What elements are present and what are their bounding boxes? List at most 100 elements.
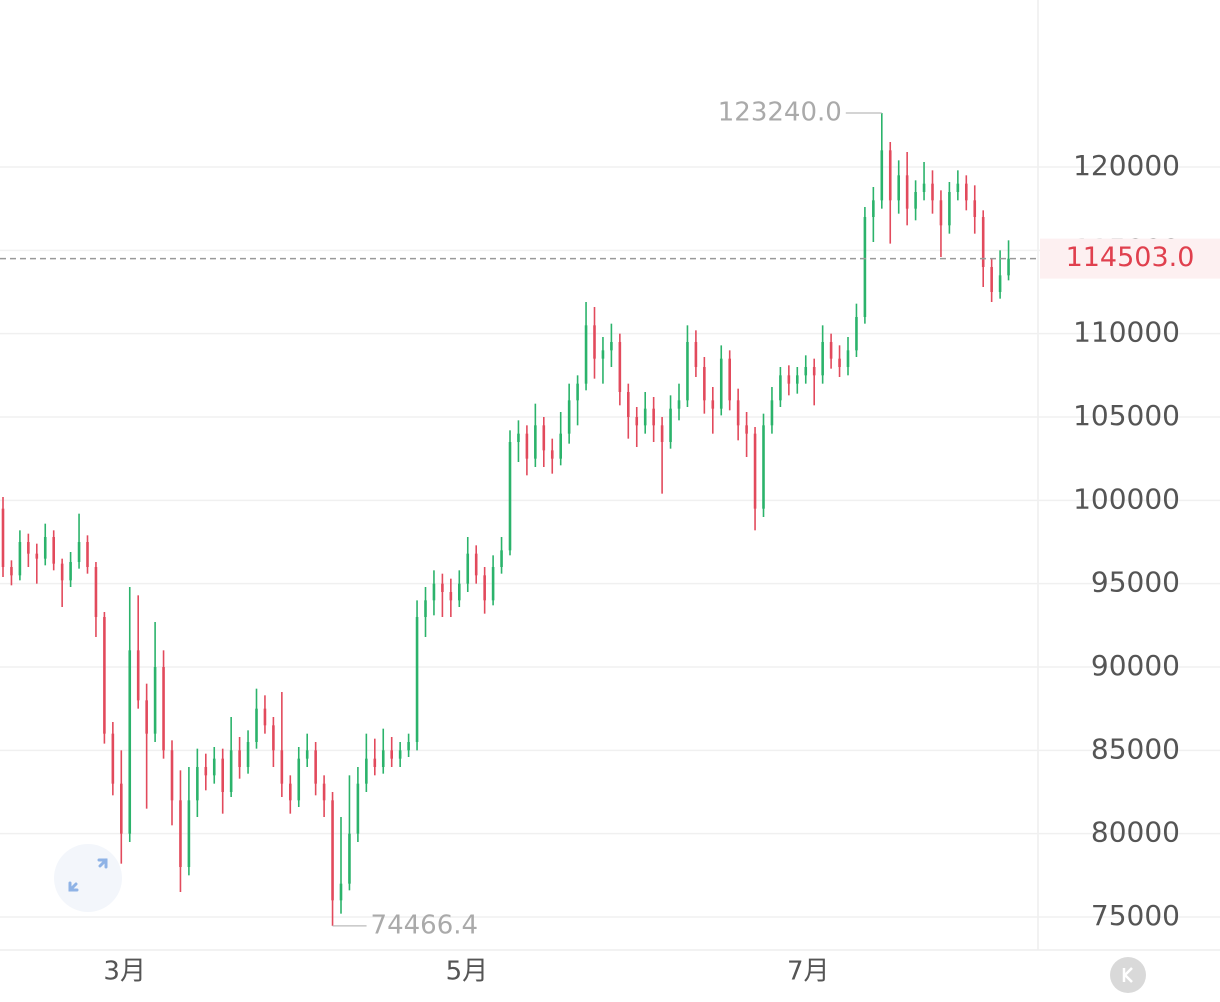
y-tick-label: 75000	[1091, 899, 1180, 932]
candle-body	[10, 567, 13, 576]
candle-body	[770, 400, 774, 426]
y-tick-label: 95000	[1091, 566, 1180, 599]
candle-body	[94, 567, 98, 617]
candle-body	[593, 325, 596, 359]
x-tick-label: 3月	[103, 957, 146, 987]
candle-body	[601, 350, 605, 359]
candle-body	[719, 358, 723, 409]
candle-body	[35, 553, 39, 559]
candle-body	[398, 750, 402, 759]
candle-body	[263, 708, 267, 726]
candle-body	[136, 650, 140, 701]
candle-body	[255, 708, 258, 742]
candle-body	[322, 783, 326, 801]
candle-body	[855, 317, 858, 351]
candle-body	[314, 750, 317, 784]
candle-body	[331, 800, 334, 901]
candle-body	[407, 742, 410, 751]
candle-body	[956, 183, 960, 192]
candle-body	[466, 553, 470, 584]
y-tick-label: 100000	[1073, 482, 1180, 515]
candle-body	[584, 325, 588, 384]
annotation-label: 74466.4	[371, 910, 479, 940]
candle-body	[610, 342, 613, 351]
candle-body	[1, 508, 5, 567]
candle-body	[390, 750, 393, 759]
candle-body	[948, 192, 951, 226]
y-tick-label: 90000	[1091, 649, 1180, 682]
candle-body	[280, 750, 284, 784]
candle-body	[965, 183, 968, 201]
candle-body	[821, 342, 824, 376]
current-price-label: 114503.0	[1066, 242, 1195, 273]
candle-body	[356, 783, 360, 834]
candle-body	[576, 383, 579, 401]
candle-body	[381, 750, 385, 767]
candle-body	[221, 758, 224, 792]
candle-body	[339, 883, 343, 901]
candle-body	[432, 583, 436, 601]
candle-body	[534, 425, 537, 459]
current-price-badge	[1040, 238, 1220, 279]
x-tick-label: 5月	[446, 957, 489, 987]
candle-body	[27, 542, 30, 554]
candle-body	[289, 783, 292, 801]
candle-body	[525, 433, 529, 459]
candle-body	[973, 200, 977, 217]
candle-body	[474, 553, 478, 576]
candle-body	[550, 450, 554, 459]
candle-body	[905, 175, 909, 209]
candle-body	[500, 550, 503, 567]
candle-body	[52, 537, 55, 564]
candle-body	[998, 275, 1002, 292]
candle-body	[365, 758, 368, 784]
candle-body	[145, 700, 148, 734]
candle-body	[779, 375, 782, 401]
candle-body	[424, 600, 427, 617]
candle-body	[736, 400, 740, 426]
candle-body	[212, 758, 216, 776]
k-button[interactable]	[1110, 957, 1146, 993]
candle-body	[838, 358, 841, 367]
candle-body	[229, 750, 233, 792]
expand-button[interactable]	[54, 844, 122, 912]
candle-body	[939, 200, 943, 226]
y-tick-label: 120000	[1073, 149, 1180, 182]
candle-body	[660, 425, 664, 442]
candle-body	[643, 408, 647, 426]
candle-body	[829, 342, 833, 359]
y-tick-label: 110000	[1073, 316, 1180, 349]
candle-body	[897, 175, 900, 201]
candle-body	[703, 367, 706, 401]
candle-body	[618, 342, 622, 392]
candle-body	[179, 800, 182, 867]
candle-body	[415, 617, 419, 742]
candle-body	[728, 358, 731, 401]
candle-body	[627, 392, 630, 417]
candle-body	[162, 667, 165, 751]
candle-body	[103, 617, 106, 734]
candle-body	[18, 542, 22, 576]
annotation-label: 123240.0	[718, 98, 842, 128]
candle-body	[567, 400, 571, 434]
y-tick-label: 85000	[1091, 732, 1180, 765]
candle-body	[635, 417, 639, 426]
candle-body	[922, 183, 926, 192]
candle-body	[762, 425, 765, 509]
candle-body	[559, 433, 562, 459]
candle-body	[677, 400, 681, 409]
candle-body	[880, 150, 884, 201]
candle-body	[449, 592, 453, 601]
candle-body	[170, 750, 174, 801]
x-tick-label: 7月	[787, 957, 830, 987]
candle-body	[787, 375, 791, 384]
y-tick-label: 105000	[1073, 399, 1180, 432]
candle-body	[348, 833, 351, 884]
candle-body	[931, 183, 934, 201]
candle-body	[86, 542, 89, 567]
candle-body	[297, 758, 301, 801]
candle-body	[441, 583, 444, 592]
candle-body	[43, 537, 47, 559]
candle-body	[711, 400, 715, 409]
